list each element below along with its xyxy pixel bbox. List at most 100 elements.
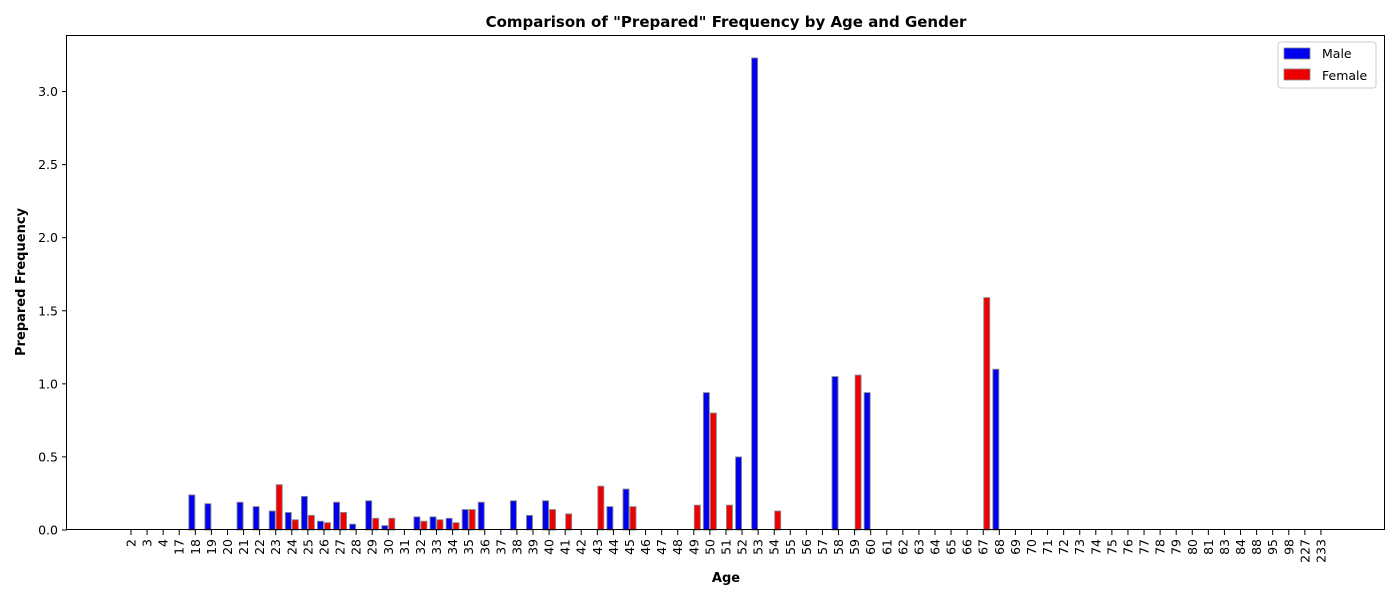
x-tick-label: 227 xyxy=(1297,539,1312,563)
x-tick-label: 19 xyxy=(204,539,219,555)
y-tick-label: 1.5 xyxy=(38,303,58,318)
male-bar-27 xyxy=(333,501,340,531)
male-bar-39 xyxy=(526,514,533,531)
x-tick-label: 41 xyxy=(558,539,573,555)
male-bar-35 xyxy=(461,509,469,531)
x-tick-label: 23 xyxy=(268,539,283,555)
x-tick-label: 60 xyxy=(863,539,878,555)
y-tick-label: 0.0 xyxy=(38,523,58,538)
male-bar-19 xyxy=(204,503,212,531)
x-tick-label: 70 xyxy=(1024,539,1039,555)
x-tick-label: 95 xyxy=(1265,539,1280,555)
legend-label-male: Male xyxy=(1322,46,1352,61)
male-bar-29 xyxy=(365,500,373,531)
x-tick-label: 50 xyxy=(702,539,717,555)
x-tick-label: 61 xyxy=(879,539,894,555)
x-tick-label: 80 xyxy=(1185,539,1200,555)
male-bar-21 xyxy=(236,501,244,531)
female-bar-23 xyxy=(275,484,283,531)
x-tick-label: 4 xyxy=(156,539,171,547)
female-bar-29 xyxy=(372,517,380,531)
x-tick-label: 35 xyxy=(461,539,476,555)
plot-frame xyxy=(66,35,1385,530)
x-tick-label: 72 xyxy=(1056,539,1071,555)
y-axis-label: Prepared Frequency xyxy=(14,207,29,356)
x-tick-label: 75 xyxy=(1104,539,1119,555)
x-tick-label: 24 xyxy=(284,539,299,555)
x-tick-label: 68 xyxy=(992,539,1007,555)
x-tick-label: 98 xyxy=(1281,539,1296,555)
male-bar-23 xyxy=(268,510,276,531)
male-bar-26 xyxy=(317,520,324,531)
female-bar-32 xyxy=(420,520,428,531)
x-tick-label: 38 xyxy=(509,539,524,555)
chart-title: Comparison of "Prepared" Frequency by Ag… xyxy=(486,13,967,31)
y-axis: 0.0 0.5 1.0 1.5 2.0 2.5 3.0 xyxy=(38,84,67,538)
female-bar-33 xyxy=(436,519,444,531)
female-bar-26 xyxy=(324,522,331,531)
x-tick-label: 47 xyxy=(654,539,669,555)
male-bar-22 xyxy=(252,506,260,531)
x-tick-label: 73 xyxy=(1072,539,1087,555)
x-tick-label: 67 xyxy=(976,539,991,555)
x-axis: 2 3 4 17 18 19 20 21 22 23 24 25 26 27 28 29 30 31 32 33 34 3… xyxy=(124,530,1328,563)
x-tick-label: 59 xyxy=(847,539,862,555)
female-bar-45 xyxy=(629,506,637,531)
x-tick-label: 37 xyxy=(493,539,508,555)
x-tick-label: 64 xyxy=(928,539,943,555)
x-tick-label: 84 xyxy=(1233,539,1248,555)
x-tick-label: 22 xyxy=(252,539,267,555)
x-tick-label: 18 xyxy=(188,539,203,555)
male-bar-38 xyxy=(509,500,517,531)
x-tick-label: 55 xyxy=(783,539,798,555)
x-tick-label: 74 xyxy=(1088,539,1103,555)
x-tick-label: 29 xyxy=(365,539,380,555)
x-tick-label: 71 xyxy=(1040,539,1055,555)
female-bar-35 xyxy=(468,509,476,531)
male-bar-68 xyxy=(992,368,1000,531)
male-bar-45 xyxy=(622,488,630,531)
x-tick-label: 66 xyxy=(960,539,975,555)
y-tick-label: 2.0 xyxy=(38,230,58,245)
legend-swatch-female xyxy=(1283,68,1311,81)
female-bar-30 xyxy=(388,517,396,531)
female-bar-59 xyxy=(854,374,862,531)
x-tick-label: 81 xyxy=(1201,539,1216,555)
x-tick-label: 20 xyxy=(220,539,235,555)
x-tick-label: 62 xyxy=(895,539,910,555)
legend: Male Female xyxy=(1277,41,1377,89)
x-tick-label: 3 xyxy=(140,539,155,547)
x-tick-label: 17 xyxy=(172,539,187,555)
x-tick-label: 58 xyxy=(831,539,846,555)
male-bar-24 xyxy=(284,512,292,531)
male-bar-25 xyxy=(300,495,308,531)
female-bar-50 xyxy=(709,412,717,531)
female-bar-43 xyxy=(597,485,605,531)
x-tick-label: 46 xyxy=(638,539,653,555)
male-bar-44 xyxy=(606,506,614,531)
x-tick-label: 57 xyxy=(815,539,830,555)
female-bar-54 xyxy=(774,510,782,531)
x-tick-label: 40 xyxy=(542,539,557,555)
x-tick-label: 88 xyxy=(1249,539,1264,555)
y-tick-label: 2.5 xyxy=(38,157,58,172)
x-tick-label: 34 xyxy=(445,539,460,555)
female-bar-24 xyxy=(291,519,299,531)
x-tick-label: 233 xyxy=(1313,539,1328,563)
legend-label-female: Female xyxy=(1322,68,1368,83)
x-tick-label: 63 xyxy=(911,539,926,555)
x-tick-label: 26 xyxy=(316,539,331,555)
male-bar-60 xyxy=(863,392,871,531)
male-bar-33 xyxy=(429,516,437,531)
x-tick-label: 39 xyxy=(526,539,541,555)
y-tick-label: 3.0 xyxy=(38,84,58,99)
x-tick-label: 56 xyxy=(799,539,814,555)
x-tick-label: 36 xyxy=(477,539,492,555)
male-bar-50 xyxy=(702,392,710,531)
female-bar-25 xyxy=(307,514,315,531)
x-tick-label: 51 xyxy=(718,539,733,555)
x-tick-label: 43 xyxy=(590,539,605,555)
x-tick-label: 52 xyxy=(735,539,750,555)
x-tick-label: 45 xyxy=(622,539,637,555)
x-tick-label: 33 xyxy=(429,539,444,555)
